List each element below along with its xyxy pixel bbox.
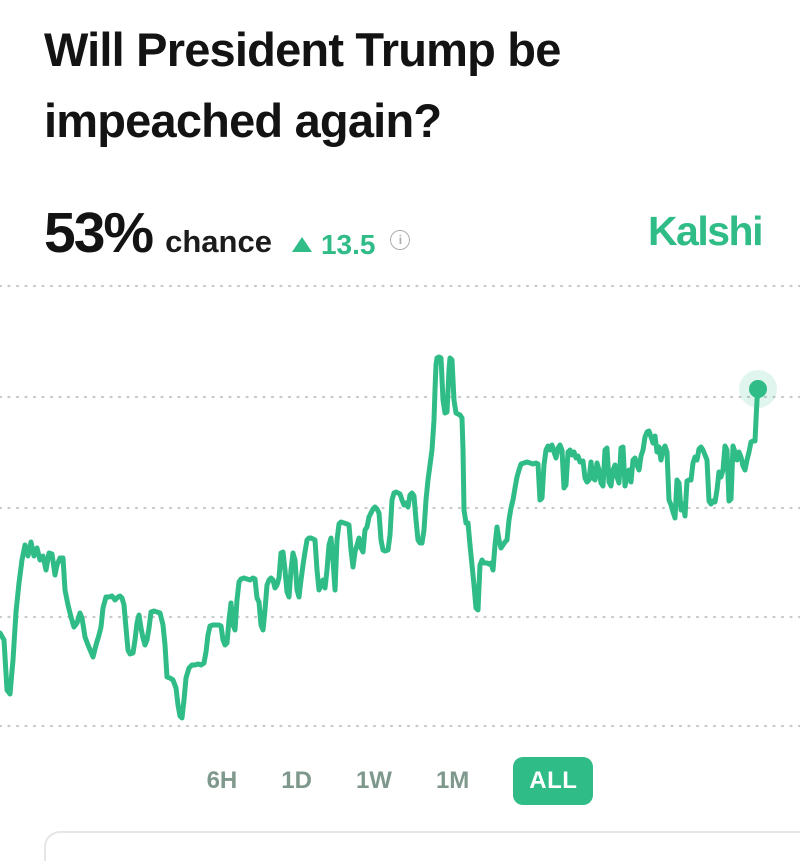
range-button-1m[interactable]: 1M [435, 767, 470, 794]
change-value: 13.5 [320, 228, 376, 260]
endpoint-dot [749, 380, 767, 398]
range-button-1w[interactable]: 1W [355, 767, 392, 794]
range-button-all[interactable]: ALL [513, 757, 594, 805]
range-button-1d[interactable]: 1D [281, 767, 312, 794]
price-chart-area[interactable] [0, 0, 800, 834]
chance-label: chance [165, 224, 272, 259]
chance-value: 53% [44, 201, 154, 265]
triangle-up-icon [291, 237, 312, 252]
next-card-top-edge [44, 831, 800, 861]
kalshi-logo: Kalshi [647, 208, 764, 254]
stats-row: 53% chance 13.5 i [44, 200, 411, 266]
time-range-selector: 6H 1D 1W 1M ALL [0, 757, 800, 805]
price-chart-svg [0, 284, 800, 728]
change-indicator: 13.5 [291, 228, 376, 261]
title-line-2: impeached again? [44, 94, 442, 147]
price-line [0, 354, 761, 721]
info-icon[interactable]: i [390, 230, 411, 250]
title-line-1: Will President Trump be [44, 23, 561, 76]
range-button-6h[interactable]: 6H [206, 767, 238, 794]
page-title: Will President Trump be impeached again? [44, 14, 760, 156]
